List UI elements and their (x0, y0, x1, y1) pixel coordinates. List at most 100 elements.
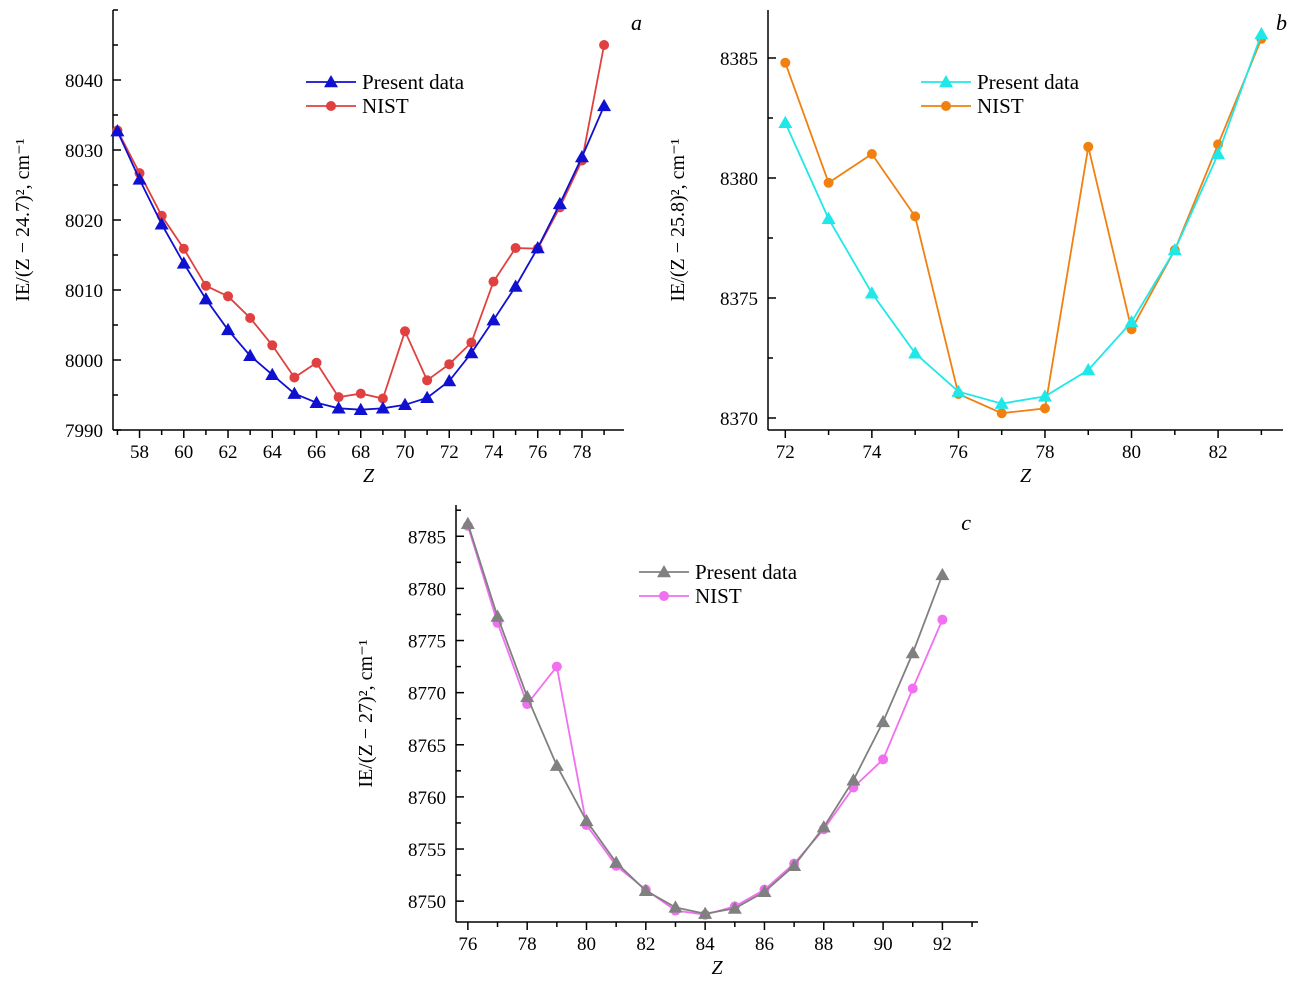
data-point (198, 292, 213, 305)
x-tick-label: 72 (776, 442, 795, 463)
data-point (420, 390, 435, 404)
data-point (1254, 27, 1269, 40)
x-tick-label: 58 (130, 442, 149, 463)
data-point (464, 346, 479, 359)
y-tick-label: 8385 (720, 49, 758, 70)
data-point (1124, 315, 1139, 328)
y-tick-label: 8000 (65, 351, 103, 372)
data-point (355, 388, 366, 399)
legend-marker (324, 75, 338, 88)
y-tick-label: 8755 (408, 840, 446, 861)
data-point (727, 901, 742, 914)
data-point (333, 392, 344, 403)
y-tick-label: 8750 (408, 892, 446, 913)
data-point (821, 211, 836, 225)
x-tick-label: 78 (572, 442, 591, 463)
x-axis-title: Z (711, 957, 723, 979)
legend-marker (657, 565, 671, 578)
x-tick-label: 78 (1035, 442, 1054, 463)
data-point (878, 754, 889, 765)
data-point (638, 883, 653, 896)
x-tick-label: 60 (174, 442, 193, 463)
data-point (510, 243, 521, 253)
x-tick-label: 76 (458, 934, 477, 955)
y-tick-label: 8010 (65, 281, 103, 302)
x-tick-label: 74 (862, 442, 882, 463)
data-point (609, 855, 624, 868)
y-tick-label: 8785 (408, 527, 446, 548)
data-point (935, 567, 950, 581)
data-point (816, 820, 831, 833)
data-point (490, 609, 505, 622)
data-point (994, 396, 1009, 409)
y-tick-label: 8375 (720, 289, 758, 310)
y-tick-label: 8020 (65, 211, 103, 232)
x-tick-label: 74 (484, 442, 504, 463)
x-tick-label: 62 (219, 442, 238, 463)
data-point (551, 661, 562, 672)
data-point (1039, 403, 1050, 414)
series-line-nist (116, 44, 605, 400)
data-point (132, 172, 147, 185)
chart-panel-c: 76 78 80 82 84 86 88 90 92 8750 8755 8760 8765 8770 87… (355, 505, 978, 979)
data-point (110, 124, 125, 137)
data-point (265, 367, 280, 380)
legend-label: NIST (695, 584, 742, 608)
x-tick-label: 70 (396, 442, 415, 463)
y-tick-label: 8765 (408, 736, 446, 757)
data-point (905, 646, 920, 659)
data-point (698, 906, 713, 919)
chart-panel-a: 58 60 62 64 66 68 70 72 74 76 78 7990 8000 8010 8020 80… (12, 9, 642, 487)
y-tick-label: 8370 (720, 409, 758, 430)
data-point (444, 359, 455, 370)
x-tick-label: 66 (307, 442, 326, 463)
data-point (951, 384, 966, 397)
x-tick-label: 92 (933, 934, 952, 955)
data-point (823, 177, 834, 188)
data-point (908, 346, 923, 359)
x-tick-label: 82 (1209, 442, 1228, 463)
data-point (466, 337, 477, 348)
legend-label: Present data (362, 70, 465, 94)
data-point (221, 322, 236, 336)
legend-label: Present data (977, 70, 1080, 94)
series-line-present-data (116, 105, 605, 411)
y-tick-label: 8760 (408, 788, 446, 809)
data-point (597, 98, 612, 112)
y-axis-title: IE/(Z − 27)², cm⁻¹ (355, 639, 377, 787)
x-tick-label: 80 (1122, 442, 1141, 463)
y-tick-label: 8040 (65, 71, 103, 92)
data-point (549, 758, 564, 771)
data-point (787, 858, 802, 871)
data-point (866, 149, 877, 159)
data-point (243, 348, 258, 362)
data-point (331, 401, 346, 414)
data-point (1081, 363, 1096, 376)
x-tick-label: 86 (755, 934, 774, 955)
data-point (176, 256, 191, 269)
data-point (1211, 147, 1226, 160)
data-point (757, 884, 772, 898)
data-point (1083, 141, 1094, 152)
legend-label: NIST (977, 94, 1024, 118)
legend-marker (941, 101, 951, 111)
data-point (579, 813, 594, 827)
data-point (1167, 243, 1182, 256)
data-point (353, 402, 368, 415)
legend-marker (326, 101, 336, 111)
panel-label: c (961, 510, 971, 535)
x-tick-label: 84 (696, 934, 716, 955)
data-point (910, 211, 921, 222)
data-point (486, 313, 501, 326)
data-point (668, 900, 683, 913)
data-point (846, 773, 861, 786)
data-point (223, 291, 234, 302)
y-tick-label: 7990 (65, 421, 103, 442)
x-tick-label: 76 (528, 442, 547, 463)
data-point (154, 217, 169, 230)
y-tick-label: 8775 (408, 632, 446, 653)
data-point (876, 714, 891, 728)
data-point (200, 280, 211, 291)
